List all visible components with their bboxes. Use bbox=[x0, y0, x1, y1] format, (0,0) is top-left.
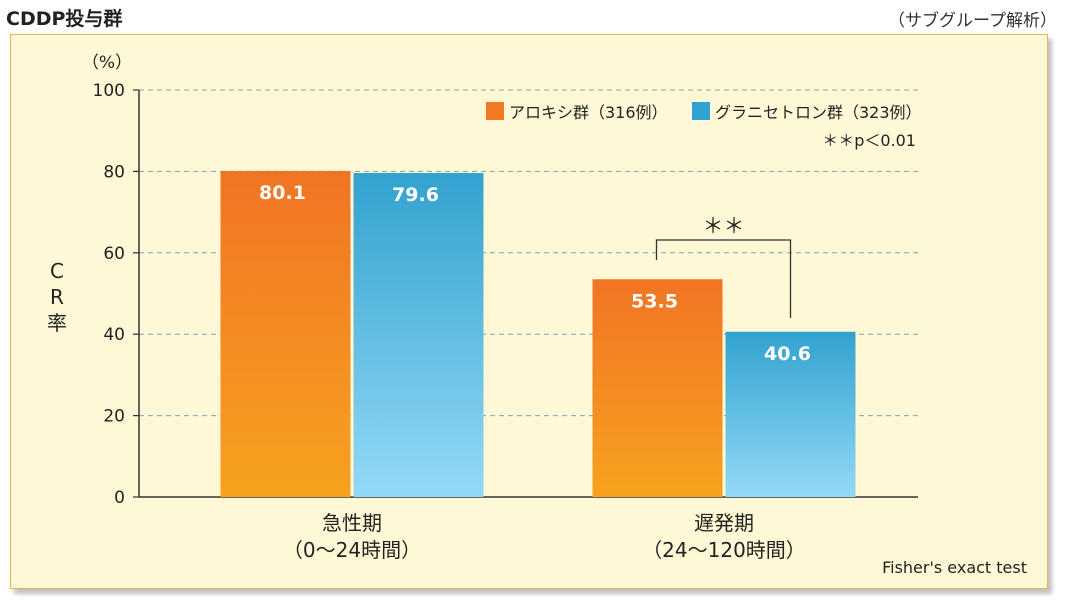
y-tick-label: 20 bbox=[103, 407, 125, 427]
legend-swatch bbox=[692, 102, 710, 120]
bar-value-label: 40.6 bbox=[764, 343, 811, 365]
bar-value-label: 79.6 bbox=[392, 184, 439, 206]
bar bbox=[353, 173, 484, 497]
y-tick-label: 40 bbox=[103, 325, 125, 345]
bar-value-label: 53.5 bbox=[631, 290, 678, 312]
y-tick-label: 60 bbox=[103, 244, 125, 264]
x-category-label: 遅発期 bbox=[694, 511, 754, 535]
x-category-label: （24〜120時間） bbox=[642, 538, 806, 562]
x-category-label: （0〜24時間） bbox=[283, 538, 421, 562]
y-unit-label: （%） bbox=[82, 53, 132, 73]
x-category-label: 急性期 bbox=[322, 511, 382, 535]
bar bbox=[220, 170, 351, 498]
y-tick-label: 80 bbox=[103, 162, 125, 182]
bar bbox=[592, 279, 723, 497]
page-title: CDDP投与群 bbox=[6, 8, 123, 30]
y-axis-label-char: 率 bbox=[47, 311, 67, 335]
significance-note: ＊＊p＜0.01 bbox=[822, 131, 916, 150]
bar bbox=[725, 331, 856, 497]
statistical-test-note: Fisher's exact test bbox=[882, 558, 1027, 577]
significance-marker: ＊＊ bbox=[703, 214, 745, 238]
bar-value-label: 80.1 bbox=[259, 182, 306, 204]
y-tick-label: 0 bbox=[114, 488, 125, 508]
legend: アロキシ群（316例） グラニセトロン群（323例） ＊＊p＜0.01 bbox=[486, 102, 922, 150]
bar-layer bbox=[220, 170, 856, 498]
y-axis-label-char: R bbox=[50, 285, 64, 309]
y-tick-label: 100 bbox=[93, 81, 125, 101]
legend-swatch bbox=[486, 102, 504, 120]
y-axis-label-char: C bbox=[50, 259, 64, 283]
significance-bracket bbox=[655, 239, 792, 318]
legend-label: グラニセトロン群（323例） bbox=[715, 103, 922, 122]
page-subtitle: （サブグループ解析） bbox=[888, 11, 1057, 31]
label-layer: 80.1 79.6 急性期 （0〜24時間） 53.5 40.6 遅発期 （24〜120時間）… bbox=[259, 182, 1027, 577]
legend-label: アロキシ群（316例） bbox=[509, 103, 668, 122]
axis-layer: 0 20 40 60 80 100 （%） CR率 bbox=[47, 53, 918, 508]
